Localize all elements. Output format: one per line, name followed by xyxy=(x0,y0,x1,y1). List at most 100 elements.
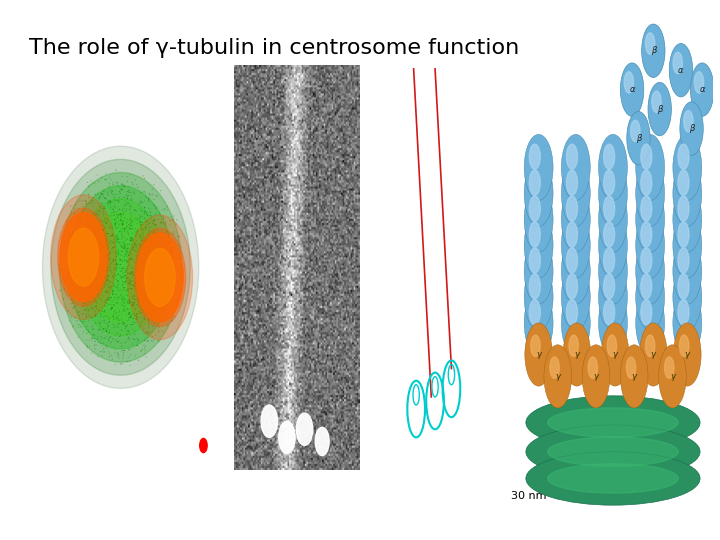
Point xyxy=(97,242,109,251)
Point xyxy=(135,205,146,213)
Point xyxy=(100,287,112,296)
Point xyxy=(118,284,130,292)
Point xyxy=(130,232,142,241)
Point xyxy=(81,212,93,221)
Point xyxy=(130,214,141,222)
Point xyxy=(168,255,179,264)
Point xyxy=(110,336,122,345)
Point xyxy=(99,316,110,325)
Point xyxy=(124,296,135,305)
Point xyxy=(145,223,156,232)
Point xyxy=(75,316,86,325)
Point xyxy=(104,249,116,258)
Point xyxy=(146,241,158,250)
Ellipse shape xyxy=(526,396,700,449)
Point xyxy=(124,335,135,343)
Circle shape xyxy=(524,160,553,226)
Point xyxy=(158,294,169,303)
Point xyxy=(108,265,120,273)
Point xyxy=(58,294,69,303)
Point xyxy=(107,221,118,230)
Point xyxy=(122,254,134,263)
Point xyxy=(125,330,136,339)
Point xyxy=(107,273,119,281)
Point xyxy=(160,286,171,294)
Point xyxy=(119,262,130,271)
Point xyxy=(168,264,179,273)
Point xyxy=(143,243,154,252)
Point xyxy=(116,231,127,240)
Point xyxy=(146,293,158,302)
Point xyxy=(59,276,71,285)
Point xyxy=(81,211,92,219)
Point xyxy=(65,201,76,210)
Point xyxy=(130,206,142,215)
Point xyxy=(125,236,136,245)
Point xyxy=(99,229,111,238)
Point xyxy=(138,228,149,237)
Point xyxy=(99,301,111,310)
Point xyxy=(129,330,140,339)
Point xyxy=(122,273,133,282)
Point xyxy=(132,214,144,223)
Point xyxy=(145,290,157,299)
Point xyxy=(132,265,143,273)
Point xyxy=(106,232,117,240)
Point xyxy=(91,253,103,262)
Point xyxy=(140,342,151,350)
Point xyxy=(153,298,165,307)
Point xyxy=(128,268,140,277)
Point xyxy=(59,241,71,249)
Point xyxy=(60,231,72,239)
Point xyxy=(88,213,99,221)
Point xyxy=(84,232,96,241)
Point xyxy=(117,238,129,246)
Point xyxy=(65,233,76,242)
Point xyxy=(102,251,113,259)
Point xyxy=(156,205,168,214)
Point xyxy=(160,290,171,299)
Point xyxy=(78,231,89,239)
Point xyxy=(125,269,136,278)
Point xyxy=(92,272,104,281)
Point xyxy=(172,276,184,285)
Point xyxy=(147,265,158,274)
Point xyxy=(92,193,104,202)
Point xyxy=(83,193,94,202)
Point xyxy=(136,212,148,220)
Point xyxy=(72,269,84,278)
Point xyxy=(139,349,150,358)
Point xyxy=(149,244,161,253)
Point xyxy=(68,221,79,230)
Point xyxy=(150,292,161,300)
Point xyxy=(113,313,125,322)
Point xyxy=(75,231,86,239)
Circle shape xyxy=(524,134,553,200)
Point xyxy=(67,287,78,295)
Point xyxy=(144,219,156,227)
Point xyxy=(139,268,150,277)
Point xyxy=(73,323,84,332)
Point xyxy=(100,342,112,350)
Point xyxy=(146,259,158,268)
Text: β: β xyxy=(657,105,662,113)
Circle shape xyxy=(544,345,572,408)
Point xyxy=(143,305,154,314)
Point xyxy=(73,282,85,291)
Point xyxy=(163,230,174,239)
Point xyxy=(151,254,163,262)
Point xyxy=(91,274,103,283)
Point xyxy=(150,251,162,259)
Point xyxy=(78,327,89,336)
Point xyxy=(102,272,114,281)
Point xyxy=(120,266,132,275)
Point xyxy=(117,184,128,193)
Point xyxy=(100,231,112,240)
Point xyxy=(114,271,126,280)
Point xyxy=(150,251,162,259)
Point xyxy=(129,318,140,327)
Point xyxy=(141,208,153,217)
Point xyxy=(163,237,174,246)
Point xyxy=(100,219,112,228)
Circle shape xyxy=(680,335,689,356)
